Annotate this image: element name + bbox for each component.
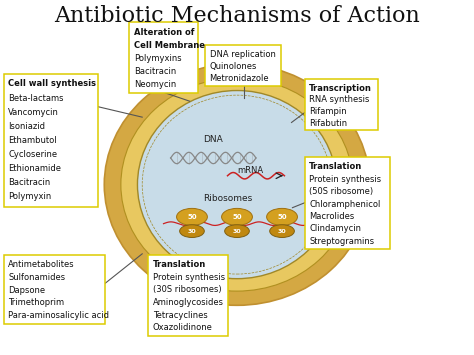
FancyBboxPatch shape: [305, 157, 390, 249]
Text: Rifampin: Rifampin: [309, 107, 346, 116]
Text: Streptogramins: Streptogramins: [309, 237, 374, 246]
Text: Translation: Translation: [153, 260, 206, 269]
Text: 50: 50: [277, 214, 287, 220]
Ellipse shape: [137, 91, 337, 279]
Text: Ethionamide: Ethionamide: [8, 164, 61, 173]
Ellipse shape: [270, 225, 294, 237]
Text: Ethambutol: Ethambutol: [8, 136, 57, 145]
Text: Antibiotic Mechanisms of Action: Antibiotic Mechanisms of Action: [54, 5, 420, 27]
Text: Cell Membrane: Cell Membrane: [134, 41, 205, 50]
Text: Polymyxin: Polymyxin: [8, 192, 51, 202]
Text: Polymyxins: Polymyxins: [134, 54, 181, 63]
Ellipse shape: [176, 208, 207, 225]
Text: Transcription: Transcription: [309, 84, 372, 93]
Ellipse shape: [266, 208, 297, 225]
Text: Alteration of: Alteration of: [134, 28, 194, 37]
FancyBboxPatch shape: [4, 255, 105, 324]
Text: Tetracyclines: Tetracyclines: [153, 311, 208, 320]
Text: mRNA: mRNA: [237, 166, 263, 175]
FancyBboxPatch shape: [305, 79, 378, 130]
Text: (50S ribosome): (50S ribosome): [309, 187, 373, 196]
Text: Bacitracin: Bacitracin: [8, 178, 50, 187]
Text: Quinolones: Quinolones: [210, 62, 257, 71]
Text: 30: 30: [278, 229, 286, 234]
FancyBboxPatch shape: [205, 45, 281, 86]
Text: 50: 50: [187, 214, 197, 220]
Text: RNA synthesis: RNA synthesis: [309, 95, 369, 104]
Text: Aminoglycosides: Aminoglycosides: [153, 298, 224, 307]
Text: Neomycin: Neomycin: [134, 80, 176, 89]
Text: Protein synthesis: Protein synthesis: [153, 273, 225, 282]
Text: Oxazolidinone: Oxazolidinone: [153, 323, 212, 332]
Ellipse shape: [104, 64, 370, 305]
Text: Beta-lactams: Beta-lactams: [8, 94, 64, 103]
Text: Cycloserine: Cycloserine: [8, 150, 57, 159]
Text: 30: 30: [188, 229, 196, 234]
Text: DNA replication: DNA replication: [210, 50, 275, 59]
Text: Rifabutin: Rifabutin: [309, 119, 347, 127]
Text: Metronidazole: Metronidazole: [210, 74, 269, 83]
Ellipse shape: [180, 225, 204, 237]
Text: Trimethoprim: Trimethoprim: [8, 298, 64, 307]
Text: Vancomycin: Vancomycin: [8, 108, 59, 117]
Text: Isoniazid: Isoniazid: [8, 122, 45, 131]
Text: Clindamycin: Clindamycin: [309, 224, 361, 233]
Text: Cell wall synthesis: Cell wall synthesis: [8, 80, 96, 88]
Text: Antimetabolites: Antimetabolites: [8, 260, 75, 269]
Text: 30: 30: [233, 229, 241, 234]
Text: Dapsone: Dapsone: [8, 285, 45, 295]
FancyBboxPatch shape: [4, 74, 98, 207]
Text: 50: 50: [232, 214, 242, 220]
Text: Translation: Translation: [309, 162, 362, 171]
Text: DNA: DNA: [203, 136, 223, 144]
Text: Macrolides: Macrolides: [309, 212, 354, 221]
Ellipse shape: [225, 225, 249, 237]
Ellipse shape: [221, 208, 252, 225]
FancyBboxPatch shape: [148, 255, 228, 336]
Text: Sulfonamides: Sulfonamides: [8, 273, 65, 282]
Text: Chloramphenicol: Chloramphenicol: [309, 200, 381, 208]
Ellipse shape: [121, 78, 353, 291]
Text: (30S ribosomes): (30S ribosomes): [153, 285, 221, 294]
Text: Para-aminosalicylic acid: Para-aminosalicylic acid: [8, 311, 109, 320]
Text: Bacitracin: Bacitracin: [134, 67, 176, 76]
Text: Ribosomes: Ribosomes: [203, 194, 252, 203]
FancyBboxPatch shape: [129, 22, 198, 93]
Text: Protein synthesis: Protein synthesis: [309, 175, 381, 184]
